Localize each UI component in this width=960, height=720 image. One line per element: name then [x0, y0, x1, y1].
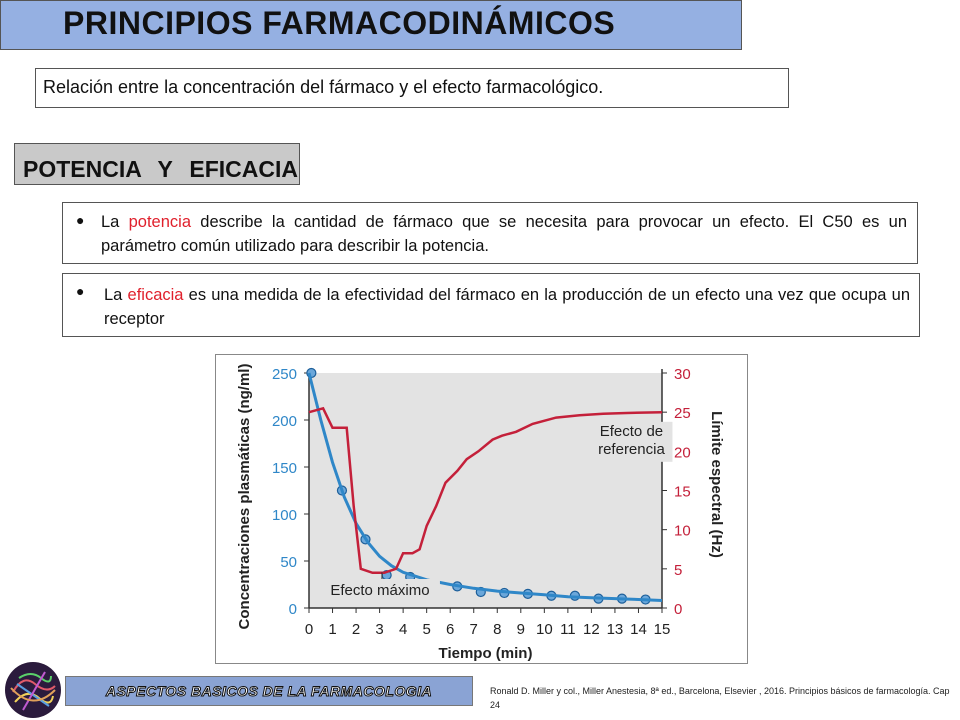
x-tick-label: 12	[583, 621, 600, 638]
x-tick-label: 4	[399, 621, 407, 638]
x-tick-label: 7	[470, 621, 478, 638]
x-tick-label: 9	[517, 621, 525, 638]
keyword-eficacia: eficacia	[127, 286, 184, 304]
bullet-text-potencia: La potencia describe la cantidad de fárm…	[101, 213, 907, 255]
y2-axis-label: Límite espectral (Hz)	[708, 411, 725, 558]
bullet-dot-icon: ●	[76, 283, 85, 299]
x-tick-label: 0	[305, 621, 313, 638]
section-heading: POTENCIA Y EFICACIA	[23, 156, 298, 182]
y2-tick-label: 10	[674, 523, 691, 540]
x-tick-label: 5	[422, 621, 430, 638]
annotation-efecto-maximo: Efecto máximo	[330, 582, 429, 599]
x-tick-label: 14	[630, 621, 647, 638]
subtitle-box: Relación entre la concentración del fárm…	[35, 68, 789, 108]
title-bar: PRINCIPIOS FARMACODINÁMICOS	[0, 0, 742, 50]
y2-tick-label: 0	[674, 601, 682, 618]
annotation-background	[319, 579, 440, 599]
x-axis-label: Tiempo (min)	[439, 645, 533, 662]
y2-tick-label: 15	[674, 484, 691, 501]
slide-subtitle: Relación entre la concentración del fárm…	[43, 77, 604, 97]
keyword-potencia: potencia	[128, 213, 192, 231]
x-tick-label: 2	[352, 621, 360, 638]
y-tick-label: 100	[272, 507, 297, 524]
x-tick-label: 13	[607, 621, 624, 638]
y2-tick-label: 5	[674, 562, 682, 579]
y-tick-label: 250	[272, 366, 297, 383]
y-tick-label: 200	[272, 413, 297, 430]
y-axis-label: Concentraciones plasmáticas (ng/ml)	[236, 364, 253, 630]
x-tick-label: 15	[654, 621, 671, 638]
bullet-box-eficacia: ● La eficacia es una medida de la efecti…	[62, 273, 920, 337]
footer-banner-text: ASPECTOS BASICOS DE LA FARMACOLOGIA	[105, 683, 433, 700]
annotation-background	[590, 421, 673, 462]
molecule-logo-icon	[6, 663, 60, 717]
y2-tick-label: 25	[674, 405, 691, 422]
x-tick-label: 10	[536, 621, 553, 638]
y-tick-label: 50	[280, 554, 297, 571]
x-tick-label: 3	[375, 621, 383, 638]
y-tick-label: 0	[289, 601, 297, 618]
plot-background	[309, 373, 662, 608]
slide-title: PRINCIPIOS FARMACODINÁMICOS	[63, 5, 616, 41]
x-tick-label: 1	[328, 621, 336, 638]
chart-figure: 0 50 100 150 200 250 0 5 10 15 20 25 30 0 1 2 3 4 5 6 7 8 9 10 1…	[215, 354, 748, 664]
bullet-box-potencia: ● La potencia describe la cantidad de fá…	[62, 202, 918, 264]
y2-tick-label: 20	[674, 444, 691, 461]
x-tick-label: 8	[493, 621, 501, 638]
section-heading-box: POTENCIA Y EFICACIA	[14, 143, 300, 185]
logo-image	[5, 662, 61, 718]
annotation-efecto-referencia-line1: Efecto de	[600, 423, 663, 440]
citation-text: Ronald D. Miller y col., Miller Anestesi…	[490, 686, 950, 710]
y-tick-label: 150	[272, 460, 297, 477]
spectral-edge-line	[308, 406, 663, 575]
annotation-efecto-referencia-line2: referencia	[598, 441, 665, 458]
bullet-text-eficacia: La eficacia es una medida de la efectivi…	[104, 286, 910, 328]
y2-tick-label: 30	[674, 366, 691, 383]
x-tick-label: 11	[560, 621, 576, 638]
bullet-dot-icon: ●	[76, 212, 85, 228]
x-tick-label: 6	[446, 621, 454, 638]
footer-banner: ASPECTOS BASICOS DE LA FARMACOLOGIA	[65, 676, 473, 706]
concentration-data-point	[306, 367, 317, 379]
